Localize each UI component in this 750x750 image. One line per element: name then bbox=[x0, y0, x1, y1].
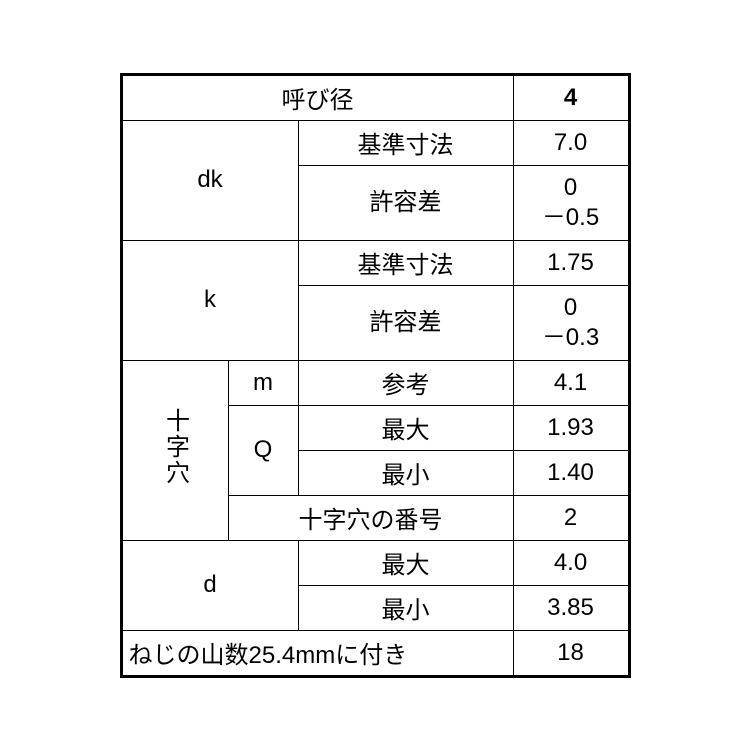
dk-base-value: 7.0 bbox=[513, 120, 628, 165]
k-tol-l2: －0.3 bbox=[542, 324, 599, 351]
cross-m-ref-label: 参考 bbox=[298, 360, 513, 405]
dk-tol-value: 0 －0.5 bbox=[513, 165, 628, 240]
k-base-value: 1.75 bbox=[513, 240, 628, 285]
k-label: k bbox=[122, 240, 298, 360]
d-label: d bbox=[122, 540, 298, 630]
spec-table: 呼び径 4 dk 基準寸法 7.0 許容差 0 －0.5 k 基準寸法 1.75… bbox=[120, 73, 631, 678]
cross-num-label: 十字穴の番号 bbox=[228, 495, 513, 540]
dk-tol-l2: －0.5 bbox=[542, 204, 599, 231]
table-row: ねじの山数25.4mmに付き 18 bbox=[122, 630, 628, 675]
table-row: 呼び径 4 bbox=[122, 75, 628, 120]
table: 呼び径 4 dk 基準寸法 7.0 許容差 0 －0.5 k 基準寸法 1.75… bbox=[122, 75, 629, 676]
cross-m-ref-value: 4.1 bbox=[513, 360, 628, 405]
cross-num-value: 2 bbox=[513, 495, 628, 540]
cross-m-label: m bbox=[228, 360, 298, 405]
dk-tol-label: 許容差 bbox=[298, 165, 513, 240]
cross-q-max-value: 1.93 bbox=[513, 405, 628, 450]
thread-value: 18 bbox=[513, 630, 628, 675]
cross-q-label: Q bbox=[228, 405, 298, 495]
cross-q-min-value: 1.40 bbox=[513, 450, 628, 495]
header-label: 呼び径 bbox=[122, 75, 513, 120]
header-value: 4 bbox=[513, 75, 628, 120]
cross-q-max-label: 最大 bbox=[298, 405, 513, 450]
k-tol-l1: 0 bbox=[564, 294, 577, 321]
dk-base-label: 基準寸法 bbox=[298, 120, 513, 165]
d-min-label: 最小 bbox=[298, 585, 513, 630]
k-tol-label: 許容差 bbox=[298, 285, 513, 360]
d-min-value: 3.85 bbox=[513, 585, 628, 630]
d-max-value: 4.0 bbox=[513, 540, 628, 585]
cross-label: 十字穴 bbox=[122, 360, 228, 540]
dk-tol-l1: 0 bbox=[564, 174, 577, 201]
table-row: 十字穴 m 参考 4.1 bbox=[122, 360, 628, 405]
k-base-label: 基準寸法 bbox=[298, 240, 513, 285]
table-row: dk 基準寸法 7.0 bbox=[122, 120, 628, 165]
cross-q-min-label: 最小 bbox=[298, 450, 513, 495]
table-row: k 基準寸法 1.75 bbox=[122, 240, 628, 285]
d-max-label: 最大 bbox=[298, 540, 513, 585]
table-row: d 最大 4.0 bbox=[122, 540, 628, 585]
k-tol-value: 0 －0.3 bbox=[513, 285, 628, 360]
thread-label: ねじの山数25.4mmに付き bbox=[122, 630, 513, 675]
dk-label: dk bbox=[122, 120, 298, 240]
